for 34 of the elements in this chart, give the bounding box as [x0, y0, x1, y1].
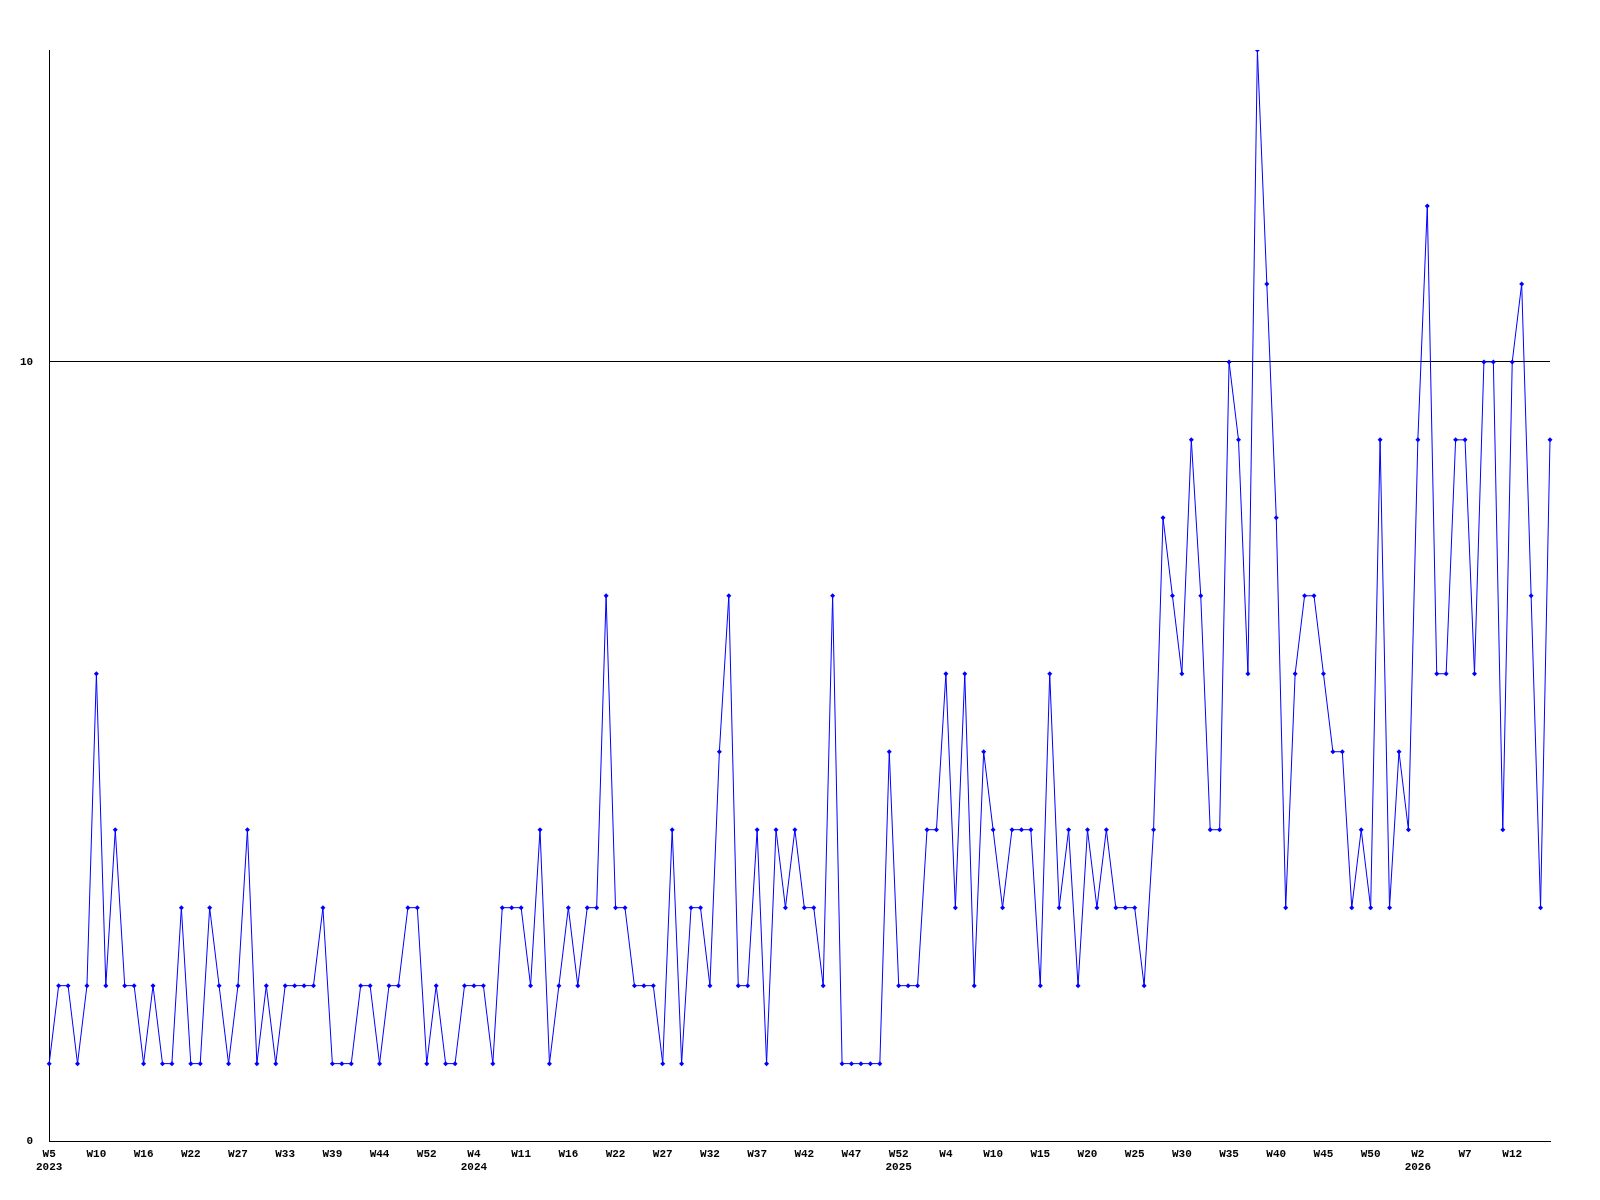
x-tick-label: W45	[1313, 1147, 1334, 1160]
x-tick-label: W52	[416, 1147, 437, 1160]
x-tick-label: W5 2023	[36, 1147, 63, 1174]
y-tick-label: 10	[20, 355, 34, 368]
x-tick-label: W32	[700, 1147, 720, 1160]
x-tick-label: W35	[1219, 1147, 1240, 1160]
x-tick-label: W16	[133, 1147, 154, 1160]
x-tick-label: W7	[1458, 1147, 1472, 1160]
x-tick-label: W20	[1077, 1147, 1098, 1160]
x-tick-label: W22	[180, 1147, 201, 1160]
x-tick-label: W16	[558, 1147, 579, 1160]
x-tick-label: W2 2026	[1404, 1147, 1432, 1174]
x-tick-label: W11	[511, 1147, 532, 1160]
x-tick-label: W33	[275, 1147, 296, 1160]
x-tick-label: W47	[841, 1147, 862, 1160]
x-tick-label: W4 2024	[460, 1147, 488, 1174]
x-tick-label: W39	[322, 1147, 343, 1160]
x-tick-label: W22	[605, 1147, 626, 1160]
x-tick-label: W40	[1266, 1147, 1287, 1160]
x-tick-label: W10	[86, 1147, 107, 1160]
x-tick-label: W12	[1502, 1147, 1523, 1160]
x-tick-label: W15	[1030, 1147, 1051, 1160]
x-tick-label: W4	[939, 1147, 953, 1160]
x-tick-label: W25	[1124, 1147, 1145, 1160]
y-tick-label: 0	[26, 1135, 34, 1148]
x-tick-label: W50	[1360, 1147, 1381, 1160]
x-tick-label: W52 2025	[885, 1147, 913, 1174]
x-tick-label: W44	[369, 1147, 390, 1160]
x-tick-label: W27	[228, 1147, 248, 1160]
x-tick-label: W37	[747, 1147, 768, 1160]
x-tick-label: W27	[652, 1147, 673, 1160]
x-tick-label: W30	[1171, 1147, 1192, 1160]
x-tick-label: W10	[983, 1147, 1004, 1160]
x-tick-label: W42	[794, 1147, 815, 1160]
